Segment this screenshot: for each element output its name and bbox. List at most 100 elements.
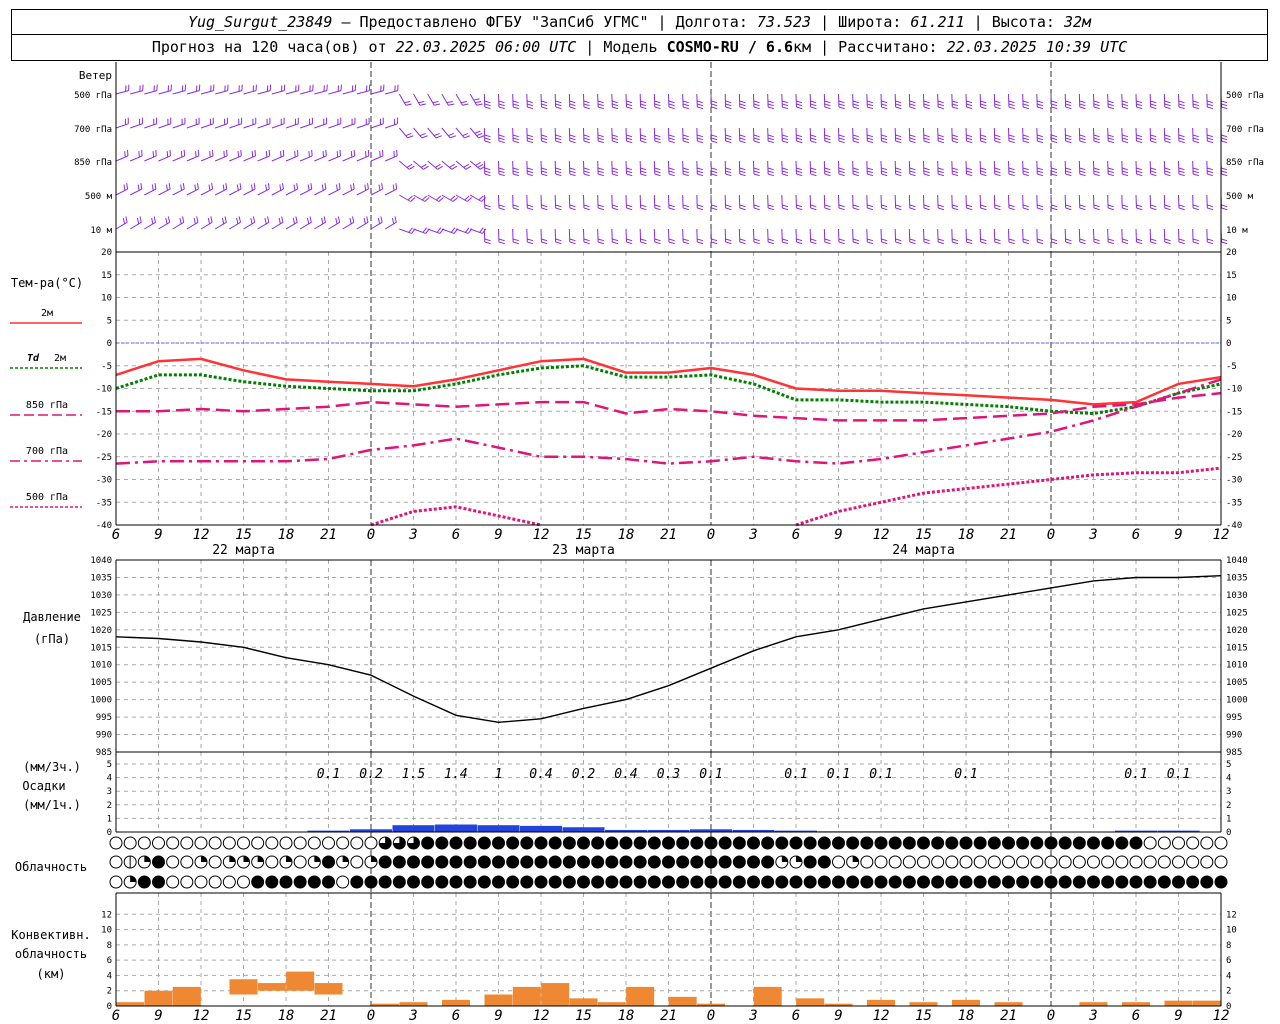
y-tick-label-left: 995 — [96, 713, 112, 723]
wind-barb-feather — [1192, 167, 1199, 171]
conv-bar — [229, 979, 258, 995]
wind-barb-feather — [137, 184, 140, 191]
wind-barb-shaft — [398, 127, 409, 139]
cloud-symbol — [350, 836, 364, 850]
wind-barb-feather — [838, 207, 845, 211]
x-tick-label: 18 — [278, 1008, 295, 1024]
wind-barb-feather — [1079, 170, 1086, 174]
wind-barb-feather — [697, 137, 704, 141]
wind-barb-feather — [1079, 167, 1086, 171]
wind-barb-feather — [654, 241, 661, 245]
wind-barb-feather — [182, 183, 185, 190]
wind-barb-feather — [1107, 173, 1115, 177]
wind-barb-feather — [1164, 100, 1171, 104]
wind-barb-shaft — [399, 194, 411, 202]
wind-barb-feather — [682, 207, 690, 211]
wind-barb-feather — [1037, 170, 1044, 174]
wind-barb-shaft — [257, 90, 271, 95]
precip-bar — [775, 830, 817, 832]
wind-barb-feather — [980, 170, 987, 174]
wind-barb-feather — [569, 100, 576, 104]
cloud-symbol — [1143, 875, 1157, 889]
x-tick-label: 9 — [1174, 527, 1182, 543]
wind-barb-feather — [498, 238, 505, 242]
wind-barb-shaft — [285, 123, 299, 129]
wind-barb-feather — [1051, 204, 1058, 208]
cloud-symbol — [959, 875, 973, 889]
cloud-symbol — [1186, 875, 1200, 889]
cloud-symbol — [477, 875, 491, 889]
x-tick-label: 0 — [707, 1008, 715, 1024]
wind-barb-feather — [526, 134, 533, 138]
wind-barb-feather — [682, 140, 690, 144]
wind-barb-feather — [739, 103, 746, 107]
cloud-symbol — [959, 836, 973, 850]
wind-barb-feather — [432, 100, 439, 104]
cloud-symbol — [1115, 836, 1129, 850]
wind-barb-feather — [980, 103, 987, 107]
wind-barb-feather — [1207, 173, 1214, 177]
wind-barb-feather — [952, 103, 959, 107]
x-tick-label: 12 — [193, 1008, 210, 1024]
wind-barb-feather — [1079, 134, 1086, 138]
cloud-symbol — [152, 855, 165, 869]
y-tick-label-right: 995 — [1226, 713, 1242, 723]
wind-barb-feather — [796, 140, 803, 144]
wind-barb-feather — [1178, 167, 1185, 171]
wind-barb-feather — [1008, 140, 1015, 144]
wind-barb-feather — [1221, 140, 1228, 144]
wind-barb-feather — [696, 167, 703, 171]
wind-barb-feather — [236, 184, 239, 191]
wind-barb-feather — [654, 167, 661, 171]
wind-barb-feather — [1150, 238, 1157, 242]
wind-barb-feather — [682, 167, 689, 171]
wind-barb-feather — [640, 167, 647, 171]
cloud-symbol — [506, 875, 520, 889]
wind-barb-shaft — [356, 221, 369, 230]
wind-barb-feather — [994, 100, 1001, 104]
wind-barb-feather — [682, 170, 689, 174]
wind-barb-feather — [1206, 100, 1213, 104]
wind-barb-feather — [782, 173, 789, 177]
wind-barb-feather — [711, 134, 718, 138]
wind-barb-feather — [166, 184, 168, 191]
wind-barb-feather — [923, 140, 930, 144]
wind-barb-feather — [1093, 137, 1100, 141]
wind-barb-feather — [668, 140, 675, 144]
x-tick-label: 6 — [112, 1008, 120, 1024]
cloud-symbol — [591, 855, 605, 869]
wind-barb-feather — [1008, 100, 1015, 104]
wind-barb-feather — [838, 106, 845, 110]
y-tick-label-left: 12 — [101, 910, 112, 920]
wind-barb-feather — [460, 100, 467, 104]
cloud-symbol — [392, 855, 406, 869]
cloud-symbol — [463, 875, 477, 889]
subtitle-bar: Прогноз на 120 часа(ов) от 22.03.2025 06… — [11, 35, 1268, 61]
conv-bar — [314, 983, 343, 995]
precip-3h-label: 0.2 — [359, 767, 383, 782]
wind-barb-feather — [640, 204, 647, 208]
wind-barb-feather — [446, 100, 453, 104]
wind-barb-feather — [838, 134, 845, 138]
cloud-symbol — [1129, 855, 1143, 869]
cloud-symbol — [1172, 855, 1185, 869]
wind-barb-feather — [1122, 170, 1129, 174]
wind-barb-feather — [265, 184, 268, 191]
conv-bar — [144, 990, 173, 1006]
wind-barb-feather — [937, 167, 944, 171]
wind-barb-feather — [569, 241, 576, 245]
wind-barb-shaft — [427, 127, 437, 139]
wind-barb-feather — [767, 134, 774, 138]
cloud-symbol — [577, 875, 590, 889]
x-tick-label: 18 — [618, 1008, 635, 1024]
wind-barb-feather — [1036, 167, 1043, 171]
wind-barb-feather — [937, 241, 945, 245]
wind-barb-feather — [253, 183, 256, 190]
wind-barb-feather — [1036, 134, 1043, 138]
wind-barb-feather — [895, 137, 902, 141]
wind-barb-feather — [980, 241, 987, 245]
cloud-symbol — [307, 836, 321, 850]
wind-barb-feather — [1192, 170, 1199, 174]
cloud-symbol — [180, 875, 194, 889]
cloud-symbol — [293, 855, 307, 869]
